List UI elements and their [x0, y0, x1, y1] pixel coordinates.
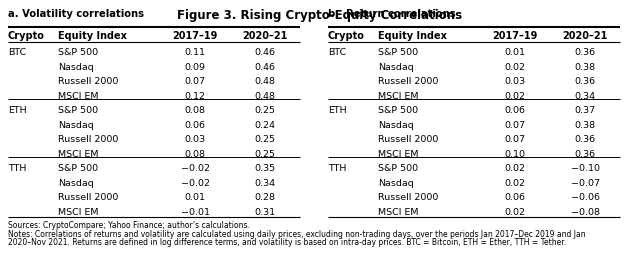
Text: 0.03: 0.03: [504, 77, 525, 87]
Text: Sources: CryptoCompare; Yahoo Finance; author’s calculations.: Sources: CryptoCompare; Yahoo Finance; a…: [8, 221, 250, 230]
Text: Nasdaq: Nasdaq: [58, 121, 93, 130]
Text: 0.06: 0.06: [184, 121, 205, 130]
Text: Equity Index: Equity Index: [58, 31, 127, 41]
Text: S&P 500: S&P 500: [58, 48, 98, 57]
Text: BTC: BTC: [8, 48, 26, 57]
Text: 0.07: 0.07: [504, 135, 525, 144]
Text: 0.38: 0.38: [575, 63, 596, 72]
Text: 2017–19: 2017–19: [172, 31, 218, 41]
Text: 0.07: 0.07: [184, 77, 205, 87]
Text: Russell 2000: Russell 2000: [58, 77, 118, 87]
Text: 2020–Nov 2021. Returns are defined in log difference terms, and volatility is ba: 2020–Nov 2021. Returns are defined in lo…: [8, 238, 566, 247]
Text: 0.48: 0.48: [255, 77, 275, 87]
Text: MSCI EM: MSCI EM: [58, 150, 99, 159]
Text: −0.02: −0.02: [180, 179, 209, 188]
Text: Figure 3. Rising Crypto-Equity Correlations: Figure 3. Rising Crypto-Equity Correlati…: [177, 9, 463, 22]
Text: 0.10: 0.10: [504, 150, 525, 159]
Text: 2020–21: 2020–21: [563, 31, 608, 41]
Text: 0.09: 0.09: [184, 63, 205, 72]
Text: 0.02: 0.02: [504, 208, 525, 217]
Text: 0.36: 0.36: [575, 77, 596, 87]
Text: 0.03: 0.03: [184, 135, 205, 144]
Text: Russell 2000: Russell 2000: [58, 193, 118, 202]
Text: b.  Return correlations: b. Return correlations: [328, 9, 456, 19]
Text: 0.02: 0.02: [504, 179, 525, 188]
Text: 0.01: 0.01: [504, 48, 525, 57]
Text: 0.35: 0.35: [255, 164, 276, 173]
Text: −0.07: −0.07: [570, 179, 600, 188]
Text: 0.08: 0.08: [184, 106, 205, 115]
Text: 0.02: 0.02: [504, 63, 525, 72]
Text: 0.07: 0.07: [504, 121, 525, 130]
Text: 0.25: 0.25: [255, 135, 275, 144]
Text: S&P 500: S&P 500: [58, 106, 98, 115]
Text: S&P 500: S&P 500: [378, 164, 418, 173]
Text: Russell 2000: Russell 2000: [378, 77, 438, 87]
Text: Nasdaq: Nasdaq: [378, 63, 413, 72]
Text: −0.10: −0.10: [570, 164, 600, 173]
Text: Nasdaq: Nasdaq: [58, 63, 93, 72]
Text: 0.11: 0.11: [184, 48, 205, 57]
Text: Russell 2000: Russell 2000: [378, 135, 438, 144]
Text: 0.46: 0.46: [255, 48, 275, 57]
Text: 0.06: 0.06: [504, 193, 525, 202]
Text: a. Volatility correlations: a. Volatility correlations: [8, 9, 144, 19]
Text: 0.36: 0.36: [575, 150, 596, 159]
Text: 2017–19: 2017–19: [492, 31, 538, 41]
Text: −0.01: −0.01: [180, 208, 209, 217]
Text: MSCI EM: MSCI EM: [58, 92, 99, 101]
Text: TTH: TTH: [8, 164, 26, 173]
Text: MSCI EM: MSCI EM: [58, 208, 99, 217]
Text: Equity Index: Equity Index: [378, 31, 447, 41]
Text: −0.08: −0.08: [570, 208, 600, 217]
Text: Russell 2000: Russell 2000: [378, 193, 438, 202]
Text: −0.06: −0.06: [570, 193, 600, 202]
Text: −0.02: −0.02: [180, 164, 209, 173]
Text: Crypto: Crypto: [8, 31, 45, 41]
Text: MSCI EM: MSCI EM: [378, 92, 419, 101]
Text: MSCI EM: MSCI EM: [378, 150, 419, 159]
Text: 0.28: 0.28: [255, 193, 275, 202]
Text: 0.12: 0.12: [184, 92, 205, 101]
Text: 0.24: 0.24: [255, 121, 275, 130]
Text: 0.34: 0.34: [575, 92, 596, 101]
Text: 2020–21: 2020–21: [243, 31, 288, 41]
Text: 0.36: 0.36: [575, 48, 596, 57]
Text: TTH: TTH: [328, 164, 346, 173]
Text: 0.38: 0.38: [575, 121, 596, 130]
Text: 0.25: 0.25: [255, 106, 275, 115]
Text: 0.34: 0.34: [255, 179, 276, 188]
Text: 0.31: 0.31: [255, 208, 276, 217]
Text: 0.02: 0.02: [504, 164, 525, 173]
Text: ETH: ETH: [8, 106, 27, 115]
Text: Russell 2000: Russell 2000: [58, 135, 118, 144]
Text: 0.01: 0.01: [184, 193, 205, 202]
Text: MSCI EM: MSCI EM: [378, 208, 419, 217]
Text: S&P 500: S&P 500: [378, 48, 418, 57]
Text: 0.46: 0.46: [255, 63, 275, 72]
Text: Nasdaq: Nasdaq: [58, 179, 93, 188]
Text: BTC: BTC: [328, 48, 346, 57]
Text: Nasdaq: Nasdaq: [378, 179, 413, 188]
Text: Notes: Correlations of returns and volatility are calculated using daily prices,: Notes: Correlations of returns and volat…: [8, 230, 586, 239]
Text: ETH: ETH: [328, 106, 347, 115]
Text: 0.48: 0.48: [255, 92, 275, 101]
Text: Crypto: Crypto: [328, 31, 365, 41]
Text: 0.06: 0.06: [504, 106, 525, 115]
Text: 0.02: 0.02: [504, 92, 525, 101]
Text: 0.25: 0.25: [255, 150, 275, 159]
Text: 0.08: 0.08: [184, 150, 205, 159]
Text: S&P 500: S&P 500: [378, 106, 418, 115]
Text: 0.36: 0.36: [575, 135, 596, 144]
Text: Nasdaq: Nasdaq: [378, 121, 413, 130]
Text: 0.37: 0.37: [575, 106, 596, 115]
Text: S&P 500: S&P 500: [58, 164, 98, 173]
